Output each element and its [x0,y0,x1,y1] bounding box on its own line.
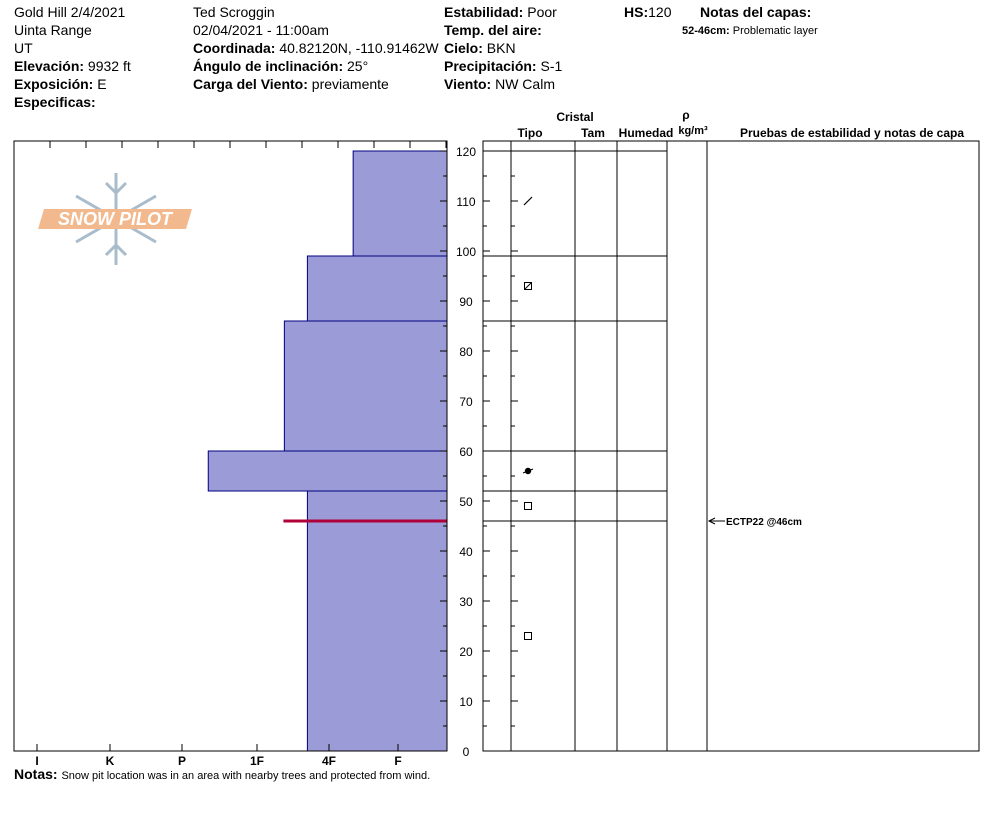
height-label: 10 [459,695,473,709]
location-title: Gold Hill 2/4/2021 [14,4,126,20]
hardness-bar-1 [306,255,448,322]
faceted-crystal-icon [524,502,532,510]
size-header: Tam [581,126,605,140]
test-arrow-icon [707,517,716,525]
layer-boundaries [483,150,667,522]
pit-notes: Notas: Snow pit location was in an area … [14,766,430,782]
header-col2: Ted Scroggin 02/04/2021 - 11:00am Coordi… [193,3,439,93]
wind-loading-value: previamente [311,76,389,92]
stability-tests: ECTP22 @46cm [707,517,802,528]
height-label: 20 [459,645,473,659]
height-label: 90 [459,295,473,309]
hardness-bar-2 [283,320,448,452]
rounding-grain-icon [522,467,534,475]
hardness-plot-ticks [13,141,447,752]
air-temp-row: Temp. del aire: [444,22,542,38]
snowpilot-logo: SNOW PILOT [38,173,192,265]
snow-pit-chart: SNOW PILOT I K P 1F 4F F 0 10 20 30 40 50 60 70 80 90 1… [13,108,980,768]
height-label: 50 [459,495,473,509]
precip-row: Precipitación: S-1 [444,58,563,74]
aspect-row: Exposición: E [14,76,107,92]
header-col3: Estabilidad: Poor Temp. del aire: Cielo:… [444,3,562,93]
height-label: 60 [459,445,473,459]
diagonal-part [524,282,532,290]
table-ticks [483,150,518,752]
hardness-bar-5 [306,520,448,752]
aspect-value: E [97,76,107,92]
elevation-value: 9932 ft [87,58,131,74]
slope-value: 25° [347,58,369,74]
slope-row: Ángulo de inclinación: 25° [193,58,369,74]
tests-header: Pruebas de estabilidad y notas de capa [740,126,964,140]
crystal-header: Cristal [556,110,593,124]
stability-row: Estabilidad: Poor [444,4,557,20]
sky-value: BKN [486,40,516,56]
state-name: UT [14,40,33,56]
hardness-bar-0 [352,150,448,257]
observer-name: Ted Scroggin [193,4,275,20]
faceted-crystal-icon [524,632,532,640]
hardness-bar-4 [306,490,448,522]
height-label: 120 [456,145,476,159]
rho-header: ρ [682,108,689,122]
hardness-label: 4F [322,754,336,768]
stability-value: Poor [527,4,557,20]
wind-value: NW Calm [495,76,555,92]
observation-datetime: 02/04/2021 - 11:00am [193,22,329,38]
square-part [524,282,532,290]
hardness-label: K [106,754,115,768]
height-label: 100 [456,245,476,259]
hardness-label: 1F [250,754,264,768]
layer-note: 52-46cm: Problematic layer [682,22,818,40]
wind-row: Viento: NW Calm [444,76,555,92]
hardness-bar-3 [207,450,448,492]
layer-note-range: 52-46cm: [682,25,730,37]
height-label: 110 [456,195,475,209]
precip-value: S-1 [540,58,563,74]
wind-loading-row: Carga del Viento: previamente [193,76,389,92]
slash-part [522,468,534,474]
layer-table-frame [482,140,980,752]
notes-text: Snow pit location was in an area with ne… [61,770,431,782]
hs-value: 120 [648,4,672,20]
crystal-symbols [522,196,534,640]
type-header: Tipo [517,126,542,140]
hardness-profile [207,150,448,752]
coordinate-row: Coordinada: 40.82120N, -110.91462W [193,40,439,56]
test-label: ECTP22 @46cm [726,517,802,528]
hs-row: HS:120 [624,4,672,20]
hardness-axis-labels: I K P 1F 4F F [35,754,401,768]
hardness-label: I [35,754,38,768]
logo-banner [38,209,192,229]
height-axis-labels: 0 10 20 30 40 50 60 70 80 90 100 110 120 [456,145,476,759]
height-label: 30 [459,595,473,609]
layer-note-text: Problematic layer [732,25,818,37]
notes-label: Notas: [14,766,58,782]
height-label: 70 [459,395,473,409]
layer-notes-title: Notas del capas: [700,4,812,20]
height-label: 80 [459,345,473,359]
height-label: 40 [459,545,473,559]
rounded-faceted-icon [524,282,532,290]
sky-row: Cielo: BKN [444,40,516,56]
specifics-row: Especificas: [14,94,96,110]
density-header: kg/m³ [678,125,708,137]
precipitation-particle-icon [523,196,533,206]
height-label: 0 [463,745,470,759]
hardness-label: P [178,754,186,768]
elevation-row: Elevación: 9932 ft [14,58,131,74]
coordinate-value: 40.82120N, -110.91462W [279,40,439,56]
header-col1: Gold Hill 2/4/2021 Uinta Range UT Elevac… [14,3,131,111]
moisture-header: Humedad [619,126,674,140]
range-name: Uinta Range [14,22,92,38]
logo-text: SNOW PILOT [58,209,174,229]
hardness-label: F [394,754,401,768]
